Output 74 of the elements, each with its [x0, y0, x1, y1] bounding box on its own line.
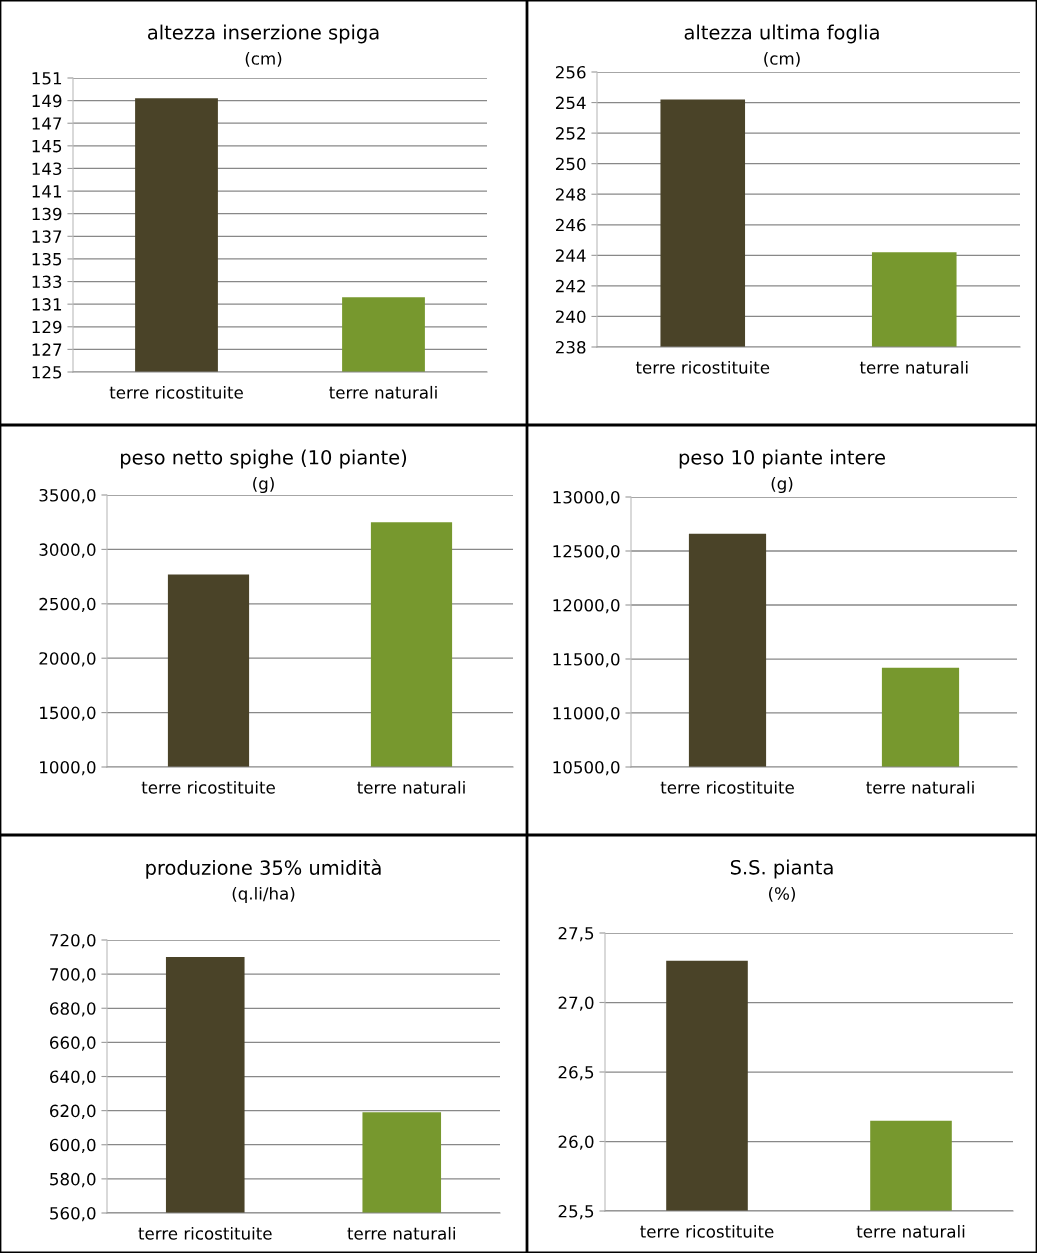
y-tick-label: 242 — [555, 279, 585, 293]
y-tick-label: 660,0 — [50, 1036, 96, 1051]
x-tick-label: terre ricostituite — [138, 1226, 272, 1240]
y-tick-label: 12500,0 — [553, 544, 620, 560]
chart-title: peso 10 piante intere — [679, 449, 885, 469]
x-tick-label: terre naturali — [357, 780, 465, 794]
y-tick-label: 129 — [32, 320, 62, 334]
y-tick-label: 3000,0 — [39, 543, 96, 558]
y-tick-label: 252 — [555, 127, 585, 140]
y-tick-label: 131 — [32, 298, 62, 311]
x-tick-label: terre ricostituite — [635, 360, 770, 374]
y-tick-label: 149 — [32, 94, 62, 108]
y-tick-label: 600,0 — [50, 1138, 96, 1154]
x-tick-label: terre ricostituite — [109, 385, 243, 399]
y-tick-label: 1500,0 — [40, 706, 96, 721]
x-tick-label: terre naturali — [856, 1224, 965, 1238]
y-tick-label: 145 — [32, 140, 62, 153]
y-tick-label: 240 — [555, 310, 586, 324]
y-tick-label: 700,0 — [50, 968, 96, 983]
y-tick-label: 580,0 — [50, 1172, 96, 1188]
y-tick-label: 26,5 — [558, 1065, 594, 1081]
y-tick-label: 27,0 — [558, 996, 594, 1011]
y-tick-label: 133 — [32, 275, 62, 289]
y-tick-label: 560,0 — [50, 1206, 96, 1222]
chart-subtitle: (q.li/ha) — [232, 886, 295, 904]
y-tick-label: 2000,0 — [39, 652, 96, 667]
chart-title: produzione 35% umidità — [146, 859, 381, 879]
x-tick-label: terre ricostituite — [640, 1224, 774, 1238]
chart-subtitle: (g) — [253, 476, 274, 494]
y-tick-label: 1000,0 — [40, 760, 96, 776]
y-tick-label: 151 — [32, 72, 62, 85]
y-tick-label: 147 — [32, 117, 62, 130]
y-tick-label: 125 — [32, 365, 62, 379]
y-tick-label: 12000,0 — [553, 598, 620, 614]
y-tick-label: 10500,0 — [553, 760, 620, 776]
x-tick-label: terre naturali — [347, 1226, 455, 1240]
x-tick-label: terre naturali — [329, 385, 437, 399]
y-tick-label: 11500,0 — [553, 652, 620, 668]
y-tick-label: 244 — [555, 249, 586, 262]
y-tick-label: 135 — [32, 252, 62, 266]
y-tick-label: 3500,0 — [39, 488, 96, 504]
y-tick-label: 143 — [32, 162, 62, 176]
y-tick-label: 720,0 — [50, 933, 96, 949]
chart-subtitle: (g) — [771, 476, 793, 494]
x-tick-label: terre naturali — [866, 780, 974, 794]
y-tick-label: 139 — [32, 207, 62, 221]
y-tick-label: 25,5 — [558, 1204, 594, 1220]
y-tick-label: 27,5 — [558, 926, 594, 942]
chart-subtitle: (cm) — [245, 51, 282, 67]
y-tick-label: 640,0 — [50, 1070, 96, 1085]
y-tick-label: 238 — [555, 340, 586, 354]
y-tick-label: 137 — [32, 230, 62, 243]
y-tick-label: 256 — [555, 65, 586, 79]
x-tick-label: terre ricostituite — [660, 780, 794, 794]
y-tick-label: 26,0 — [558, 1135, 594, 1150]
y-tick-label: 680,0 — [50, 1002, 96, 1017]
y-tick-label: 2500,0 — [39, 597, 96, 613]
y-tick-label: 250 — [555, 157, 586, 171]
y-tick-label: 254 — [555, 96, 586, 110]
x-tick-label: terre ricostituite — [141, 780, 275, 794]
chart-title: peso netto spighe (10 piante) — [121, 449, 407, 469]
y-tick-label: 248 — [555, 188, 586, 201]
chart-subtitle: (%) — [769, 886, 795, 902]
y-tick-label: 127 — [32, 343, 62, 356]
chart-title: altezza ultima foglia — [684, 24, 879, 44]
x-tick-label: terre naturali — [859, 360, 968, 374]
chart-title: S.S. pianta — [730, 859, 833, 879]
chart-subtitle: (cm) — [764, 51, 800, 67]
y-tick-label: 620,0 — [50, 1104, 96, 1119]
y-tick-label: 13000,0 — [553, 490, 620, 506]
y-tick-label: 11000,0 — [553, 706, 620, 722]
chart-title: altezza inserzione spiga — [148, 24, 379, 44]
y-tick-label: 141 — [32, 185, 62, 198]
y-tick-label: 246 — [555, 218, 586, 232]
